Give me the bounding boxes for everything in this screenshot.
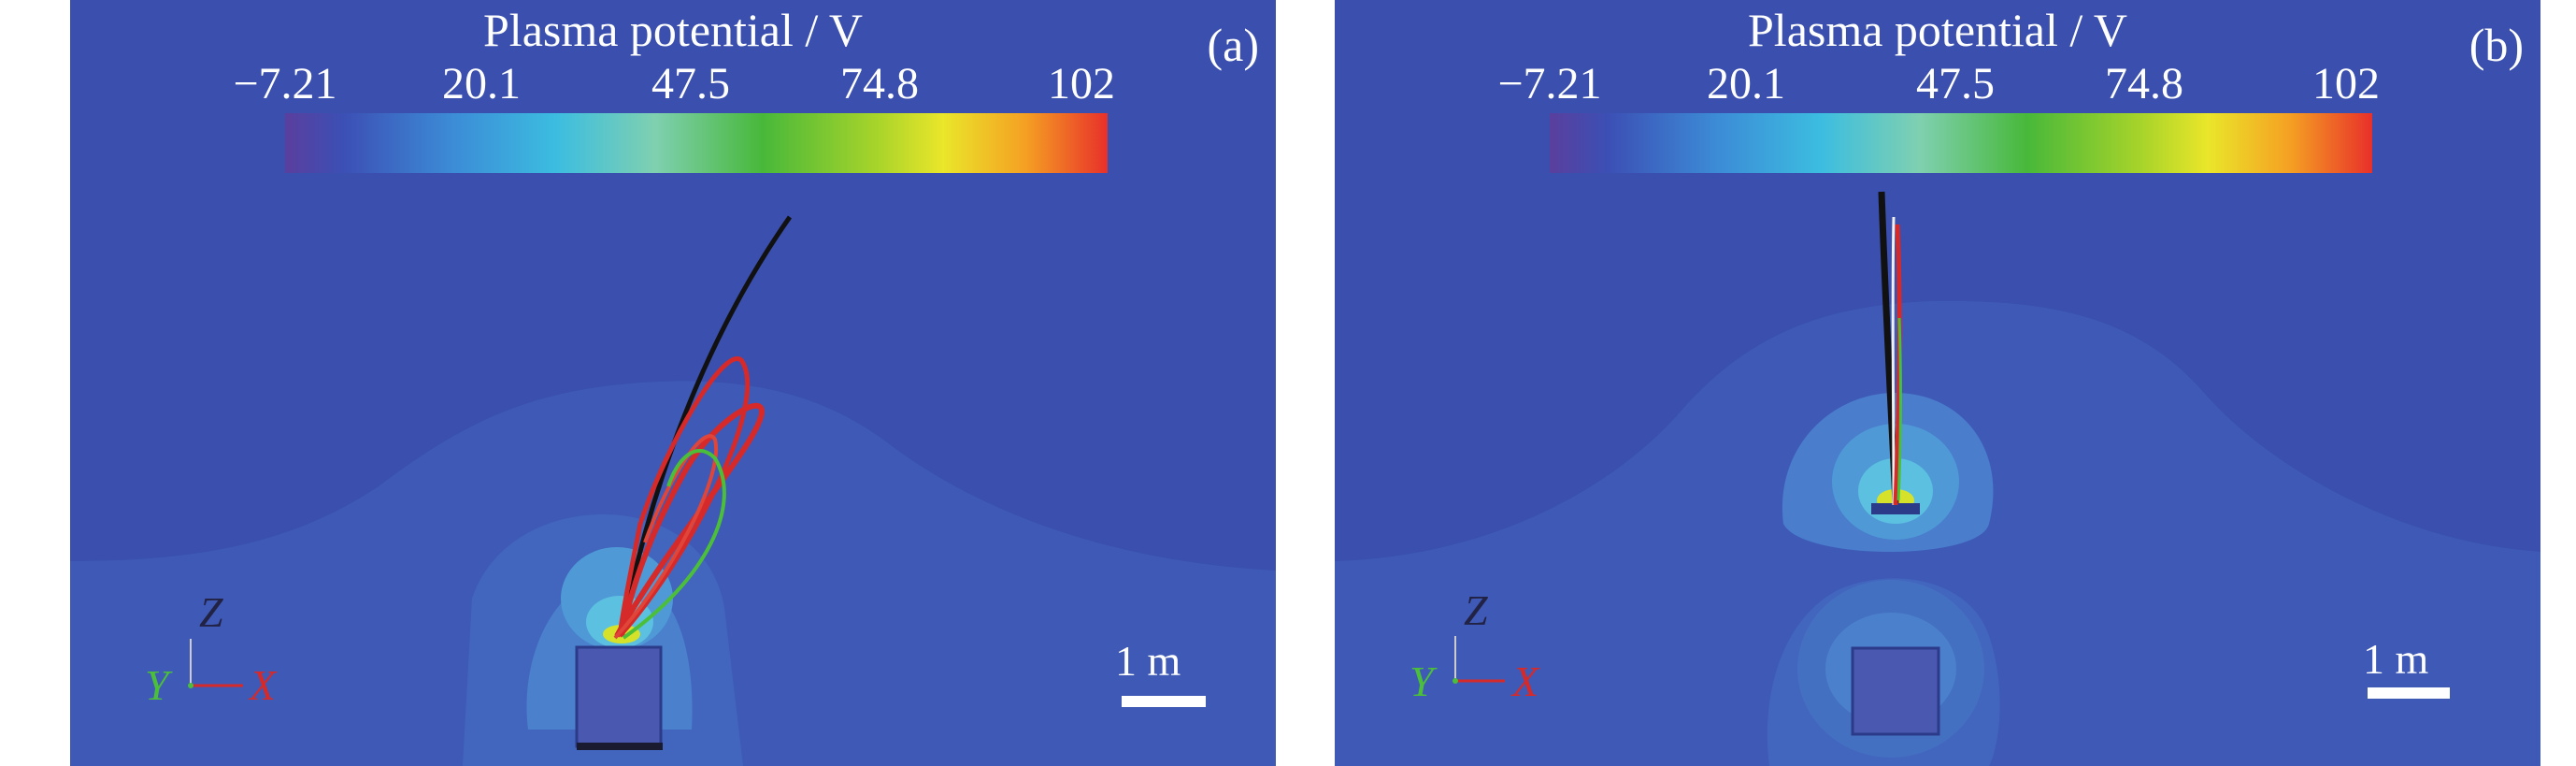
upper-body	[1871, 503, 1920, 514]
spacecraft-body	[575, 645, 663, 748]
axis-y-label: Y	[1410, 658, 1434, 705]
colorbar-tick-0: −7.21	[233, 59, 337, 108]
colorbar-tick-4: 102	[2312, 59, 2380, 108]
panel-label: (b)	[2469, 19, 2524, 71]
panel-b: Plasma potential / V (b) −7.21 20.1 47.5…	[1335, 0, 2540, 766]
colorbar-gradient	[285, 113, 1108, 173]
trajectory-green	[622, 448, 726, 640]
colorbar-gradient	[1550, 113, 2372, 173]
colorbar	[1550, 113, 2372, 173]
colorbar-title: Plasma potential / V	[483, 4, 863, 56]
axis-x-label: X	[1512, 658, 1539, 705]
trajectory-white	[1891, 216, 1896, 506]
scale-bar-label: 1 m	[2363, 635, 2429, 683]
axis-x-label: X	[250, 661, 277, 709]
trajectory-green	[1896, 317, 1902, 501]
panel-label: (a)	[1207, 19, 1260, 71]
colorbar-tick-4: 102	[1048, 59, 1115, 108]
axis-z-label: Z	[1464, 586, 1488, 634]
panel-a: Plasma potential / V (a) −7.21 20.1 47.5…	[70, 0, 1276, 766]
axis-origin	[188, 683, 193, 688]
colorbar-title: Plasma potential / V	[1748, 4, 2127, 56]
axis-z-label: Z	[199, 588, 223, 636]
colorbar-tick-3: 74.8	[840, 59, 919, 108]
axis-y-label: Y	[145, 661, 169, 709]
colorbar-tick-2: 47.5	[1916, 59, 1995, 108]
scale-bar	[1122, 696, 1206, 707]
scale-bar-label: 1 m	[1115, 637, 1181, 685]
spacecraft-body	[1851, 646, 1940, 736]
colorbar-tick-0: −7.21	[1497, 59, 1602, 108]
trajectory-black	[619, 215, 793, 635]
scale-bar	[2368, 687, 2450, 699]
colorbar-tick-1: 20.1	[1707, 59, 1785, 108]
spacecraft-base	[577, 743, 663, 750]
colorbar-tick-1: 20.1	[442, 59, 521, 108]
colorbar-tick-3: 74.8	[2105, 59, 2183, 108]
axis-origin	[1453, 678, 1458, 684]
colorbar-tick-2: 47.5	[651, 59, 730, 108]
trajectory-red-2	[617, 356, 751, 638]
trajectory-red-3	[613, 434, 719, 640]
colorbar	[285, 113, 1108, 173]
